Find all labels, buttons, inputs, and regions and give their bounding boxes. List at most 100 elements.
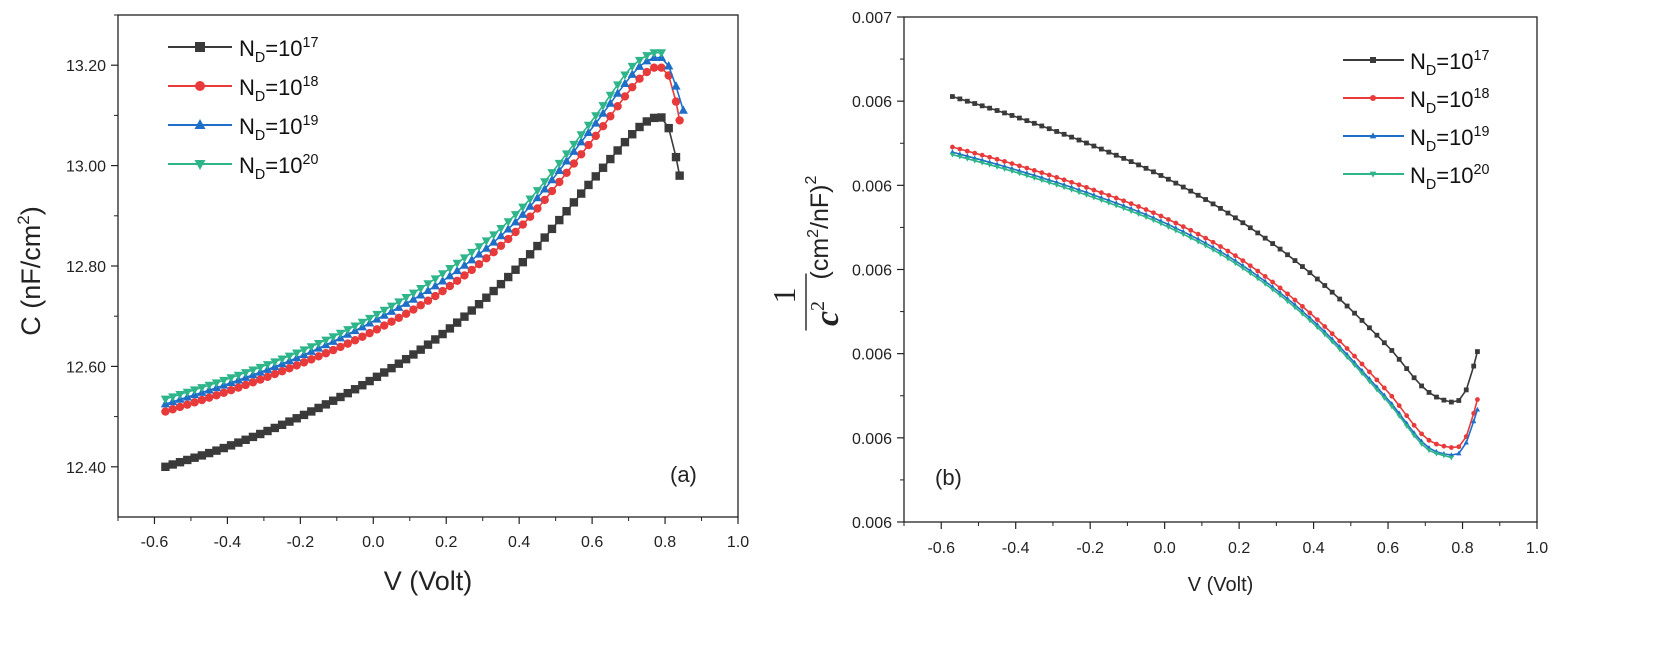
x-tick-label: 0.2 (1228, 540, 1250, 557)
data-point (336, 392, 345, 402)
data-point (416, 301, 425, 310)
data-point (299, 410, 309, 420)
data-point (168, 460, 177, 469)
data-point (1389, 348, 1395, 353)
legend-label-subscript: D (1426, 177, 1436, 193)
data-point (613, 146, 622, 155)
data-point (204, 448, 214, 458)
series-17 (950, 94, 1480, 405)
data-point (1448, 455, 1454, 461)
data-point (168, 393, 178, 402)
data-point (1381, 396, 1387, 401)
data-point (1307, 310, 1313, 316)
data-point (1128, 209, 1134, 215)
series-line (952, 153, 1452, 459)
data-point (1165, 217, 1171, 222)
x-tick-label: -0.2 (287, 534, 315, 551)
data-point (175, 391, 185, 400)
data-point (979, 152, 985, 158)
data-point (1381, 385, 1387, 391)
data-point (365, 328, 374, 338)
data-point (1128, 159, 1134, 164)
data-point (1300, 303, 1305, 309)
plot-frame (117, 14, 739, 518)
data-point (256, 375, 265, 384)
data-point (1158, 213, 1164, 219)
data-point (1225, 248, 1231, 254)
x-tick-label: 0.6 (581, 534, 603, 551)
data-point (635, 74, 644, 83)
x-tick-label: 0.0 (362, 534, 384, 551)
x-tick-label: 0.0 (1154, 540, 1176, 557)
y-axis-title-unit: (cm2/nF)2 (803, 175, 834, 279)
data-point (1098, 146, 1104, 152)
data-point (321, 400, 331, 409)
data-point (1307, 270, 1313, 276)
y-axis-title-denominator: c2 (807, 301, 846, 326)
data-point (489, 286, 498, 296)
data-point (1448, 445, 1454, 450)
legend-label: ND=1020 (1410, 162, 1489, 193)
data-point (525, 212, 535, 221)
data-point (598, 122, 608, 131)
data-point (1150, 218, 1157, 224)
data-point (1113, 152, 1119, 158)
data-point (576, 136, 586, 146)
data-point (1001, 167, 1008, 172)
data-point (474, 249, 484, 258)
data-point (1433, 451, 1440, 457)
data-point (211, 379, 222, 388)
data-point (365, 314, 375, 324)
data-point (504, 272, 513, 282)
series-20 (949, 152, 1454, 461)
data-point (204, 381, 214, 391)
x-tick-label: 0.4 (1302, 540, 1324, 557)
data-point (1225, 256, 1231, 262)
data-point (1121, 155, 1127, 161)
data-point (569, 146, 579, 155)
data-point (372, 310, 382, 320)
data-point (1255, 268, 1261, 274)
legend-marker (194, 119, 206, 129)
data-point (1076, 137, 1082, 143)
legend-label-base: N (1410, 87, 1426, 112)
data-point (1419, 431, 1424, 437)
data-point (358, 332, 367, 341)
legend-label-base: N (1410, 125, 1426, 150)
x-tick-label: -0.4 (214, 534, 242, 551)
data-point (1277, 285, 1283, 291)
data-point (1441, 453, 1447, 459)
legend-label-superscript: 17 (1474, 48, 1490, 64)
data-point (1069, 134, 1074, 140)
x-tick-label: 0.4 (508, 534, 530, 551)
data-point (226, 374, 236, 383)
x-tick-label: 1.0 (1526, 540, 1548, 557)
data-point (994, 156, 1000, 162)
x-tick-label: 1.0 (727, 534, 749, 551)
data-point (1180, 184, 1186, 190)
data-point (430, 280, 440, 290)
data-point (584, 140, 593, 150)
data-point (1351, 363, 1358, 369)
data-point (1352, 353, 1357, 359)
data-point (394, 298, 404, 307)
data-point (380, 321, 389, 330)
data-point (994, 164, 1000, 170)
data-point (431, 335, 440, 344)
data-point (1300, 264, 1305, 269)
y-tick-label: 0.006 (852, 178, 892, 195)
x-tick-label: -0.4 (1002, 540, 1030, 557)
data-point (613, 81, 623, 90)
data-point (1098, 190, 1104, 196)
data-point (263, 426, 272, 436)
data-point (1046, 172, 1052, 178)
legend-label-subscript: D (255, 50, 265, 66)
data-point (1203, 235, 1209, 241)
y-axis-title-unit-superscript: 2 (805, 229, 822, 238)
data-point (212, 446, 221, 455)
data-point (445, 324, 455, 333)
data-point (562, 207, 571, 216)
data-point (972, 150, 978, 156)
data-point (569, 159, 579, 168)
